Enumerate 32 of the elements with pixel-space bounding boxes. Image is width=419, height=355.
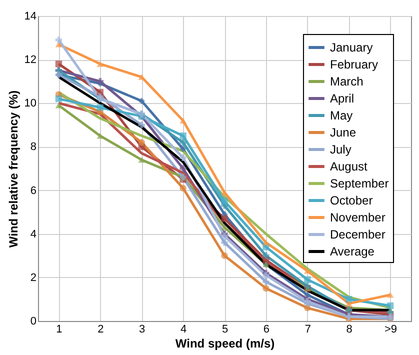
legend-label: January	[330, 40, 373, 54]
y-tick-label: 8	[30, 141, 36, 154]
x-tick-label: 1	[56, 324, 62, 336]
y-axis-title: Wind relative frequency (%)	[6, 90, 20, 248]
legend-label: May	[330, 108, 353, 122]
y-tick-label: 10	[24, 98, 36, 110]
y-tick-label: 14	[24, 10, 36, 22]
legend-label: July	[330, 142, 352, 156]
legend-label: August	[330, 160, 368, 174]
x-tick-label: 6	[263, 324, 270, 336]
legend-label: November	[330, 210, 386, 224]
y-tick-label: 0	[30, 316, 36, 328]
legend-label: December	[330, 228, 386, 242]
legend-label: September	[330, 176, 389, 190]
x-tick-label: 3	[139, 324, 146, 336]
y-tick-label: 2	[30, 272, 36, 284]
y-tick-label: 6	[30, 184, 36, 197]
legend-label: October	[330, 194, 373, 208]
x-axis-title: Wind speed (m/s)	[175, 336, 275, 350]
x-tick-label: 4	[180, 324, 187, 336]
x-tick-label: 2	[98, 324, 104, 336]
y-tick-label: 12	[24, 54, 36, 66]
legend-label: June	[330, 126, 356, 140]
x-tick-label: >9	[384, 324, 398, 336]
legend-label: February	[330, 58, 378, 72]
legend-label: March	[330, 74, 364, 88]
x-tick-label: 5	[222, 324, 228, 336]
y-tick-label: 4	[30, 228, 36, 240]
x-tick-label: 7	[304, 324, 311, 336]
legend-label: April	[330, 92, 354, 106]
legend-label: Average	[330, 244, 375, 258]
x-tick-label: 8	[346, 324, 352, 336]
